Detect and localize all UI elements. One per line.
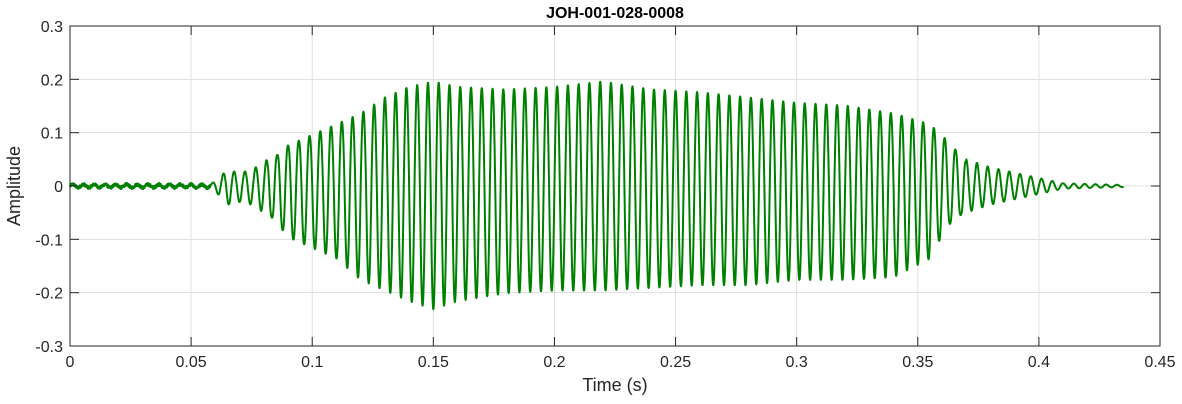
x-tick-label: 0.15 [418, 354, 449, 371]
x-tick-label: 0.25 [660, 354, 691, 371]
chart-title: JOH-001-028-0008 [546, 5, 684, 22]
x-tick-label: 0.05 [176, 354, 207, 371]
y-tick-label: 0.2 [41, 72, 63, 89]
x-tick-labels: 0 0.05 0.1 0.15 0.2 0.25 0.3 0.35 0.4 0.45 [66, 354, 1176, 371]
tick-marks [69, 25, 1161, 347]
y-tick-label: 0.1 [41, 126, 63, 143]
x-tick-label: 0 [66, 354, 75, 371]
x-tick-label: 0.35 [902, 354, 933, 371]
x-tick-label: 0.3 [786, 354, 808, 371]
y-tick-labels: -0.3 -0.2 -0.1 0 0.1 0.2 0.3 [35, 19, 63, 356]
x-tick-label: 0.4 [1028, 354, 1050, 371]
x-tick-label: 0.45 [1144, 354, 1175, 371]
waveform-series-line [69, 80, 1125, 311]
y-tick-label: -0.1 [35, 232, 63, 249]
y-axis-label: Amplitude [4, 146, 24, 226]
y-tick-label: -0.3 [35, 339, 63, 356]
y-tick-label: 0.3 [41, 19, 63, 36]
y-tick-label: 0 [54, 179, 63, 196]
x-axis-label: Time (s) [582, 375, 647, 395]
y-tick-label: -0.2 [35, 286, 63, 303]
x-tick-label: 0.1 [301, 354, 323, 371]
x-tick-label: 0.2 [543, 354, 565, 371]
plot-area [69, 80, 1125, 311]
